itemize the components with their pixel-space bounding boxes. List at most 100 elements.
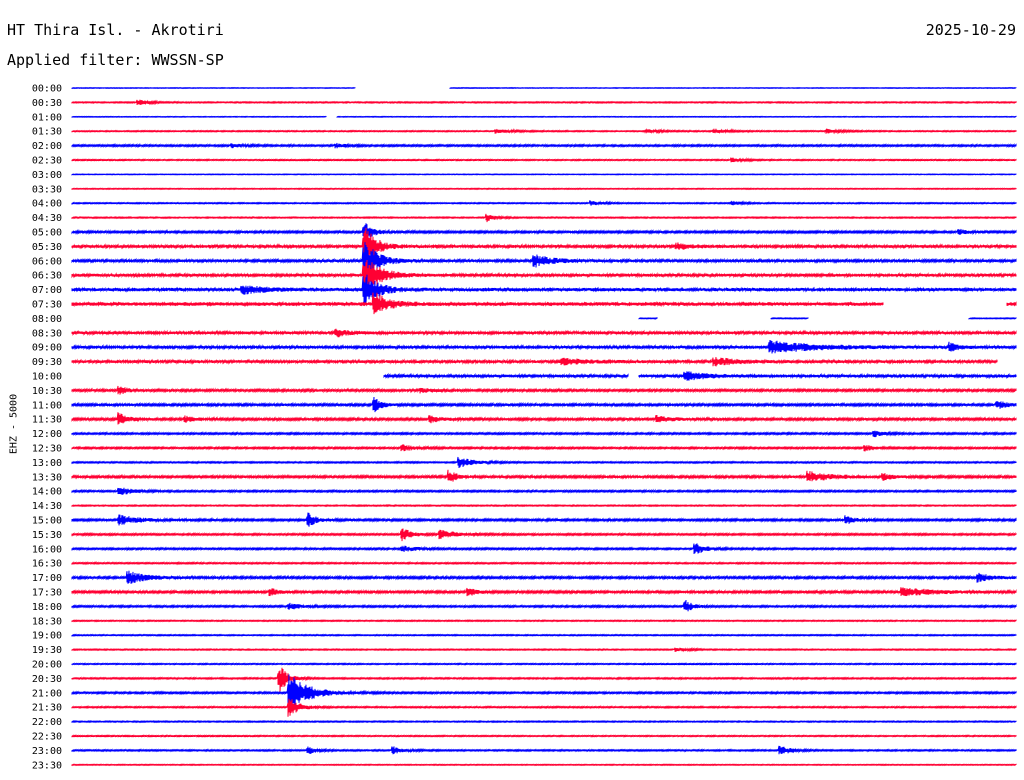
time-label: 16:00: [32, 544, 62, 555]
trace-line: [71, 292, 1017, 315]
trace-line: [71, 456, 1017, 469]
time-label: 13:30: [32, 472, 62, 483]
trace-line: [71, 633, 1017, 637]
time-label: 12:00: [32, 429, 62, 440]
trace-line: [71, 127, 1017, 135]
time-label: 14:00: [32, 487, 62, 498]
trace-line: [71, 99, 1017, 106]
station-title: HT Thira Isl. - Akrotiri: [7, 21, 224, 39]
time-label: 10:30: [32, 386, 62, 397]
time-label: 12:30: [32, 444, 62, 455]
time-label: 05:30: [32, 242, 62, 253]
time-label: 03:00: [32, 170, 62, 181]
time-label: 03:30: [32, 184, 62, 195]
trace-line: [71, 543, 1017, 554]
time-label: 15:30: [32, 530, 62, 541]
trace-line: [71, 115, 1017, 118]
time-label: 02:30: [32, 156, 62, 167]
time-label: 18:30: [32, 616, 62, 627]
time-label: 00:30: [32, 98, 62, 109]
time-label: 19:00: [32, 631, 62, 642]
trace-line: [71, 503, 1017, 508]
trace-line: [71, 227, 1017, 269]
time-label: 01:30: [32, 127, 62, 138]
trace-line: [71, 561, 1017, 566]
trace-line: [71, 647, 1017, 653]
trace-line: [71, 385, 1017, 395]
trace-line: [71, 469, 1017, 482]
time-label: 01:00: [32, 112, 62, 123]
trace-line: [71, 156, 1017, 163]
trace-line: [71, 274, 1017, 306]
trace-line: [71, 619, 1017, 623]
time-label: 07:00: [32, 285, 62, 296]
time-label: 05:00: [32, 228, 62, 239]
filter-label: Applied filter: WWSSN-SP: [7, 51, 224, 69]
record-date: 2025-10-29: [925, 21, 1016, 39]
time-label: 15:00: [32, 516, 62, 527]
time-label: 08:30: [32, 328, 62, 339]
time-label: 10:00: [32, 372, 62, 383]
trace-line: [71, 187, 1017, 191]
trace-line: [71, 674, 1017, 712]
time-label: 23:30: [32, 760, 62, 771]
trace-line: [71, 698, 1017, 717]
time-label: 20:00: [32, 660, 62, 671]
trace-line: [71, 512, 1017, 527]
time-label: 22:30: [32, 732, 62, 743]
trace-line: [71, 763, 1017, 767]
time-label: 06:00: [32, 256, 62, 267]
trace-line: [71, 339, 1017, 354]
time-label: 20:30: [32, 674, 62, 685]
time-label: 09:00: [32, 343, 62, 354]
trace-line: [71, 223, 1017, 242]
trace-line: [71, 86, 1017, 90]
trace-line: [383, 371, 1017, 381]
trace-line: [71, 173, 1017, 176]
trace-line: [71, 587, 1017, 597]
trace-line: [71, 444, 1017, 452]
time-label: 14:30: [32, 501, 62, 512]
trace-line: [71, 430, 1017, 438]
trace-line: [71, 487, 1017, 495]
time-label: 21:00: [32, 688, 62, 699]
trace-line: [71, 200, 1017, 206]
trace-line: [71, 412, 1017, 425]
time-label: 04:00: [32, 199, 62, 210]
time-label: 07:30: [32, 300, 62, 311]
time-label: 17:00: [32, 573, 62, 584]
trace-line: [71, 328, 1017, 338]
trace-line: [71, 259, 1017, 295]
trace-line: [638, 316, 1017, 320]
trace-line: [71, 745, 1017, 755]
trace-line: [71, 528, 1017, 542]
trace-line: [71, 719, 1017, 724]
trace-line: [71, 667, 1017, 693]
trace-line: [71, 142, 1017, 149]
time-label: 18:00: [32, 602, 62, 613]
trace-line: [71, 734, 1017, 738]
trace-line: [71, 242, 1017, 276]
time-label: 00:00: [32, 84, 62, 95]
trace-line: [71, 662, 1017, 666]
trace-line: [71, 570, 1017, 584]
time-label: 16:30: [32, 559, 62, 570]
time-label: 19:30: [32, 645, 62, 656]
time-label: 13:00: [32, 458, 62, 469]
trace-line: [71, 396, 1017, 413]
trace-line: [71, 357, 998, 367]
time-label: 09:30: [32, 357, 62, 368]
time-label: 08:00: [32, 314, 62, 325]
time-label: 23:00: [32, 746, 62, 757]
time-label: 06:30: [32, 271, 62, 282]
time-label: 02:00: [32, 141, 62, 152]
time-label: 11:30: [32, 415, 62, 426]
time-label: 17:30: [32, 588, 62, 599]
time-label: 04:30: [32, 213, 62, 224]
time-label: 22:00: [32, 717, 62, 728]
trace-line: [71, 213, 1017, 223]
time-label: 21:30: [32, 703, 62, 714]
time-label: 11:00: [32, 400, 62, 411]
trace-line: [71, 599, 1017, 612]
